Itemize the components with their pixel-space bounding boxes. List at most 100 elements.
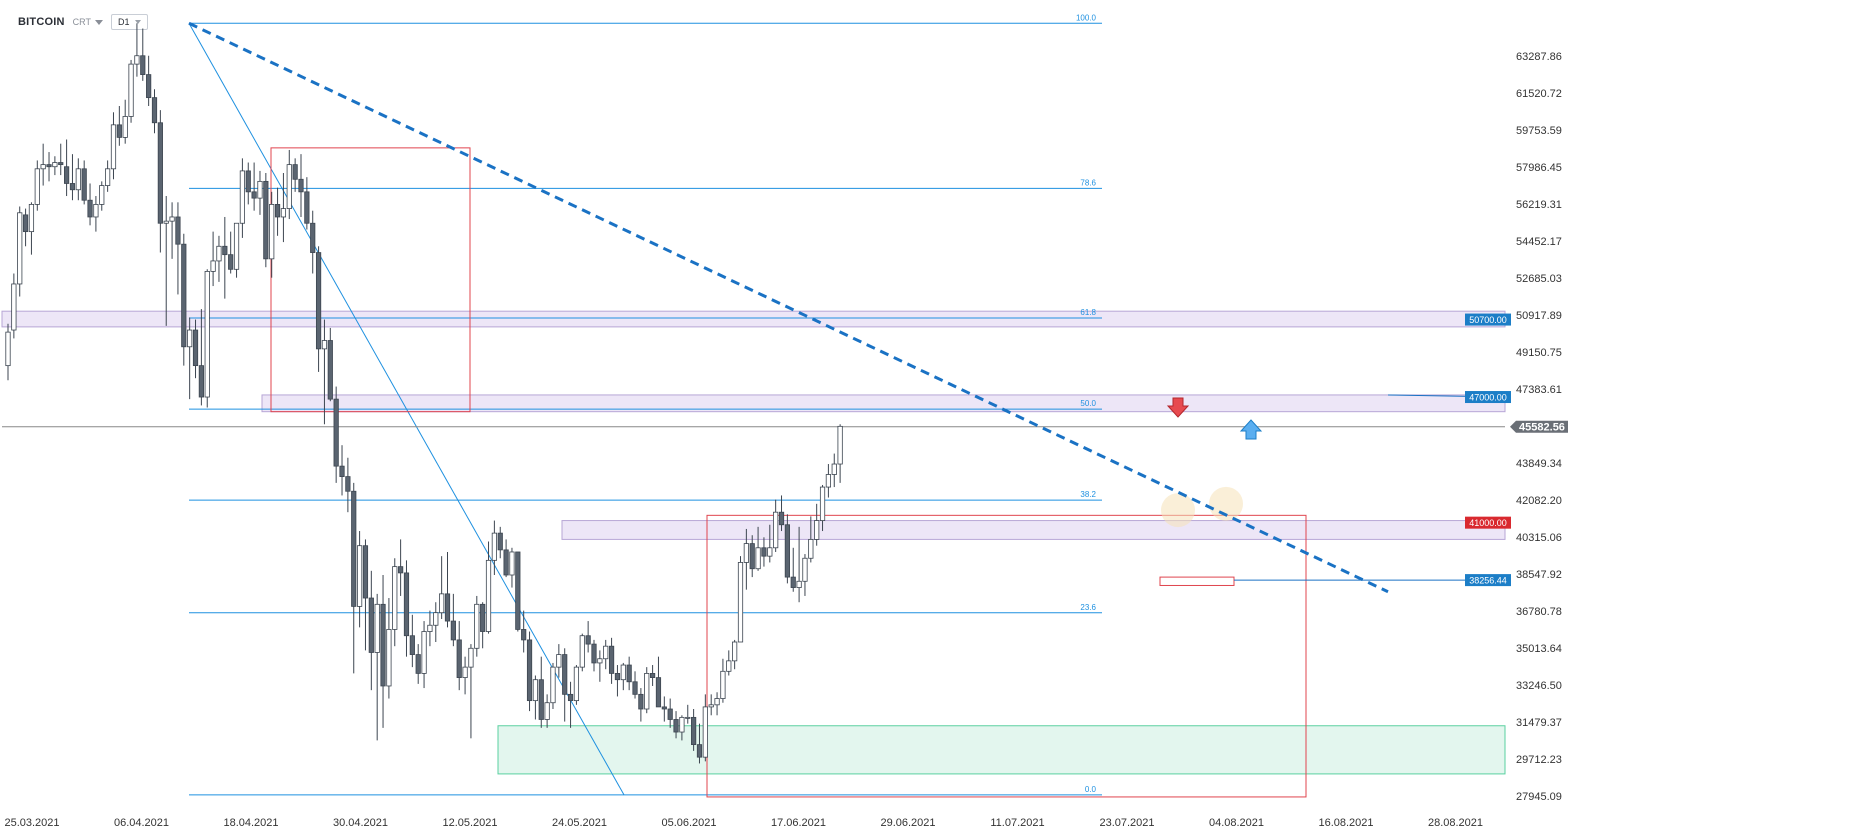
price-label-bg [1465, 391, 1511, 404]
candle-body [274, 204, 281, 218]
y-axis-tick-label: 36780.78 [1516, 606, 1562, 618]
candle-body [304, 191, 310, 224]
candle-body [99, 185, 105, 205]
candle-body [93, 204, 99, 218]
candle-body [802, 557, 808, 582]
candle-body [415, 654, 421, 674]
y-axis-tick-label: 52685.03 [1516, 273, 1562, 285]
candle-body [597, 658, 603, 664]
candle-body [468, 647, 474, 668]
candle-body [544, 702, 550, 720]
candle-body [819, 486, 826, 521]
candle-body [239, 170, 245, 224]
chevron-down-icon [135, 20, 142, 24]
candle-body [638, 693, 644, 710]
y-axis-tick-label: 50917.89 [1516, 310, 1562, 322]
candle-body [362, 545, 369, 599]
candle-body [462, 666, 468, 678]
candle-body [573, 666, 580, 702]
candle-body [685, 716, 691, 719]
candle-body [433, 612, 439, 626]
candle-body [52, 162, 58, 168]
y-axis-tick-label: 57986.45 [1516, 162, 1562, 174]
symbol-name: BITCOIN [18, 16, 65, 28]
candle-body [122, 116, 128, 138]
x-axis-tick-label: 18.04.2021 [223, 817, 278, 829]
highlight-circle [1161, 493, 1195, 528]
y-axis-tick-label: 27945.09 [1516, 791, 1562, 803]
y-axis-tick-label: 56219.31 [1516, 199, 1562, 211]
candle-body [485, 559, 492, 632]
y-axis-tick-label: 49150.75 [1516, 347, 1562, 359]
candle-body [509, 551, 515, 576]
candle-body [556, 654, 562, 668]
x-axis-tick-label: 25.03.2021 [4, 817, 59, 829]
price-label: 38256.44 [1469, 576, 1507, 586]
consolidation-box [706, 514, 1307, 798]
fib-level-label: 50.0 [1080, 399, 1096, 408]
market-selector[interactable]: CRT [73, 17, 103, 27]
candle-body [667, 708, 673, 720]
candle-body [175, 216, 181, 245]
price-label: 45582.56 [1519, 422, 1565, 434]
fib-level-label: 78.6 [1080, 178, 1096, 187]
trendline [188, 21, 1389, 594]
candle-body [650, 673, 656, 678]
breakout-box [1159, 576, 1235, 586]
candle-body [34, 168, 40, 205]
candle-body [626, 664, 632, 683]
candle-body [767, 547, 773, 557]
x-axis-tick-label: 24.05.2021 [552, 817, 607, 829]
price-label-bg [1465, 313, 1511, 326]
price-label: 50700.00 [1469, 315, 1507, 325]
candle-body [5, 331, 11, 367]
timeframe-selector[interactable]: D1 [110, 14, 149, 30]
price-label-bg [1510, 420, 1568, 433]
candle-body [263, 180, 269, 260]
candle-body [614, 673, 621, 681]
candle-body [163, 220, 169, 224]
candle-body [269, 204, 275, 260]
buy-arrow-icon [1239, 419, 1263, 440]
candle-body [632, 681, 638, 695]
candle-body [58, 162, 64, 166]
candle-body [351, 490, 357, 607]
sell-arrow-icon [1166, 397, 1190, 418]
y-axis-tick-label: 43849.34 [1516, 458, 1562, 470]
candle-body [515, 551, 521, 630]
candle-body [696, 744, 703, 758]
candle-body [691, 716, 697, 745]
candle-body [673, 719, 679, 733]
candle-body [64, 166, 70, 184]
candle-body [374, 603, 380, 653]
candle-body [310, 222, 316, 253]
fib-level-label: 38.2 [1080, 490, 1096, 499]
candle-body [146, 74, 152, 99]
candle-body [608, 645, 615, 674]
candle-body [210, 260, 216, 272]
candle-body [714, 698, 720, 706]
resistance-zone [1, 310, 1506, 328]
candle-body [521, 629, 527, 641]
x-axis-tick-label: 28.08.2021 [1428, 817, 1483, 829]
candle-body [526, 639, 533, 702]
candle-body [315, 252, 322, 350]
candle-body [585, 635, 591, 645]
candle-body [773, 511, 779, 549]
x-axis-tick-label: 30.04.2021 [333, 817, 388, 829]
x-axis-tick-label: 29.06.2021 [880, 817, 935, 829]
candle-body [550, 666, 556, 704]
timeframe-label: D1 [117, 17, 130, 27]
candle-body [497, 532, 503, 551]
y-axis-tick-label: 63287.86 [1516, 51, 1562, 63]
candle-body [603, 645, 609, 660]
candle-body [380, 603, 386, 687]
y-axis-tick-label: 54452.17 [1516, 236, 1562, 248]
candle-body [11, 283, 17, 331]
candle-body [151, 97, 158, 124]
candle-body [403, 572, 410, 637]
candle-body [532, 679, 539, 702]
candle-body [444, 593, 451, 622]
candle-body [491, 532, 497, 561]
